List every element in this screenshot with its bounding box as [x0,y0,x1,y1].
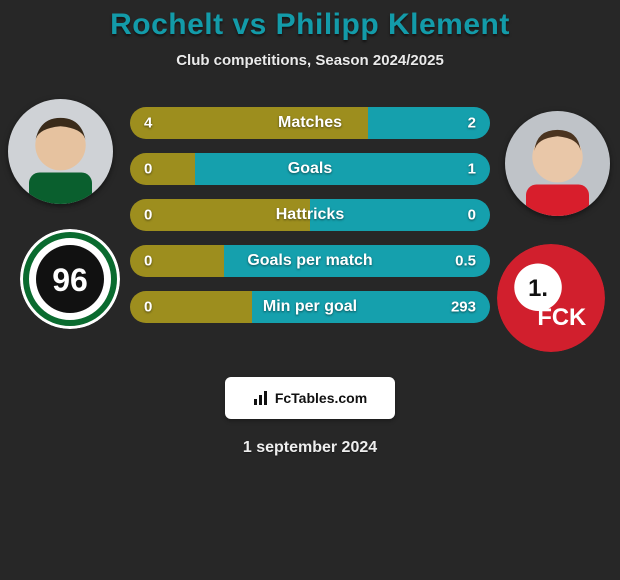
stat-bar-row: 0 293 Min per goal [130,291,490,323]
stat-bar-row: 4 2 Matches [130,107,490,139]
stat-bar-row: 0 1 Goals [130,153,490,185]
stat-bar-right [195,153,490,185]
date-text: 1 september 2024 [0,439,620,457]
subtitle: Club competitions, Season 2024/2025 [0,52,620,69]
stat-bars: 4 2 Matches 0 1 Goals 0 0 Hattricks 0 0.5 Goals per… [130,107,490,337]
branding-badge: FcTables.com [225,377,395,419]
stat-label: Goals per match [247,252,372,270]
chart-icon [253,390,269,406]
stat-value-left: 0 [144,299,152,316]
stat-label: Matches [278,114,342,132]
stat-bar-row: 0 0.5 Goals per match [130,245,490,277]
stat-value-right: 0.5 [455,253,476,270]
stat-value-right: 2 [468,115,476,132]
stat-value-left: 0 [144,161,152,178]
svg-text:96: 96 [52,262,88,298]
stat-value-right: 0 [468,207,476,224]
stat-bar: 0 0.5 Goals per match [130,245,490,277]
player-right-photo [505,111,610,216]
stat-value-left: 4 [144,115,152,132]
stat-bar: 0 293 Min per goal [130,291,490,323]
stat-bar: 4 2 Matches [130,107,490,139]
player-left-photo [8,99,113,204]
stat-value-right: 293 [451,299,476,316]
stat-label: Min per goal [263,298,357,316]
comparison-panel: 96 1. FCK 4 2 Matches 0 1 Goals 0 0 Hattricks 0 0.… [0,99,620,359]
stat-bar-left [130,153,195,185]
stat-bar: 0 1 Goals [130,153,490,185]
svg-text:FCK: FCK [537,304,586,331]
page-title: Rochelt vs Philipp Klement [0,8,620,42]
stat-label: Hattricks [276,206,344,224]
stat-value-left: 0 [144,253,152,270]
stat-bar-row: 0 0 Hattricks [130,199,490,231]
club-right-logo: 1. FCK [497,244,605,352]
stat-value-right: 1 [468,161,476,178]
stat-label: Goals [288,160,332,178]
club-left-logo: 96 [20,229,120,329]
stat-value-left: 0 [144,207,152,224]
branding-label: FcTables.com [275,390,367,406]
svg-text:1.: 1. [528,275,548,302]
stat-bar: 0 0 Hattricks [130,199,490,231]
